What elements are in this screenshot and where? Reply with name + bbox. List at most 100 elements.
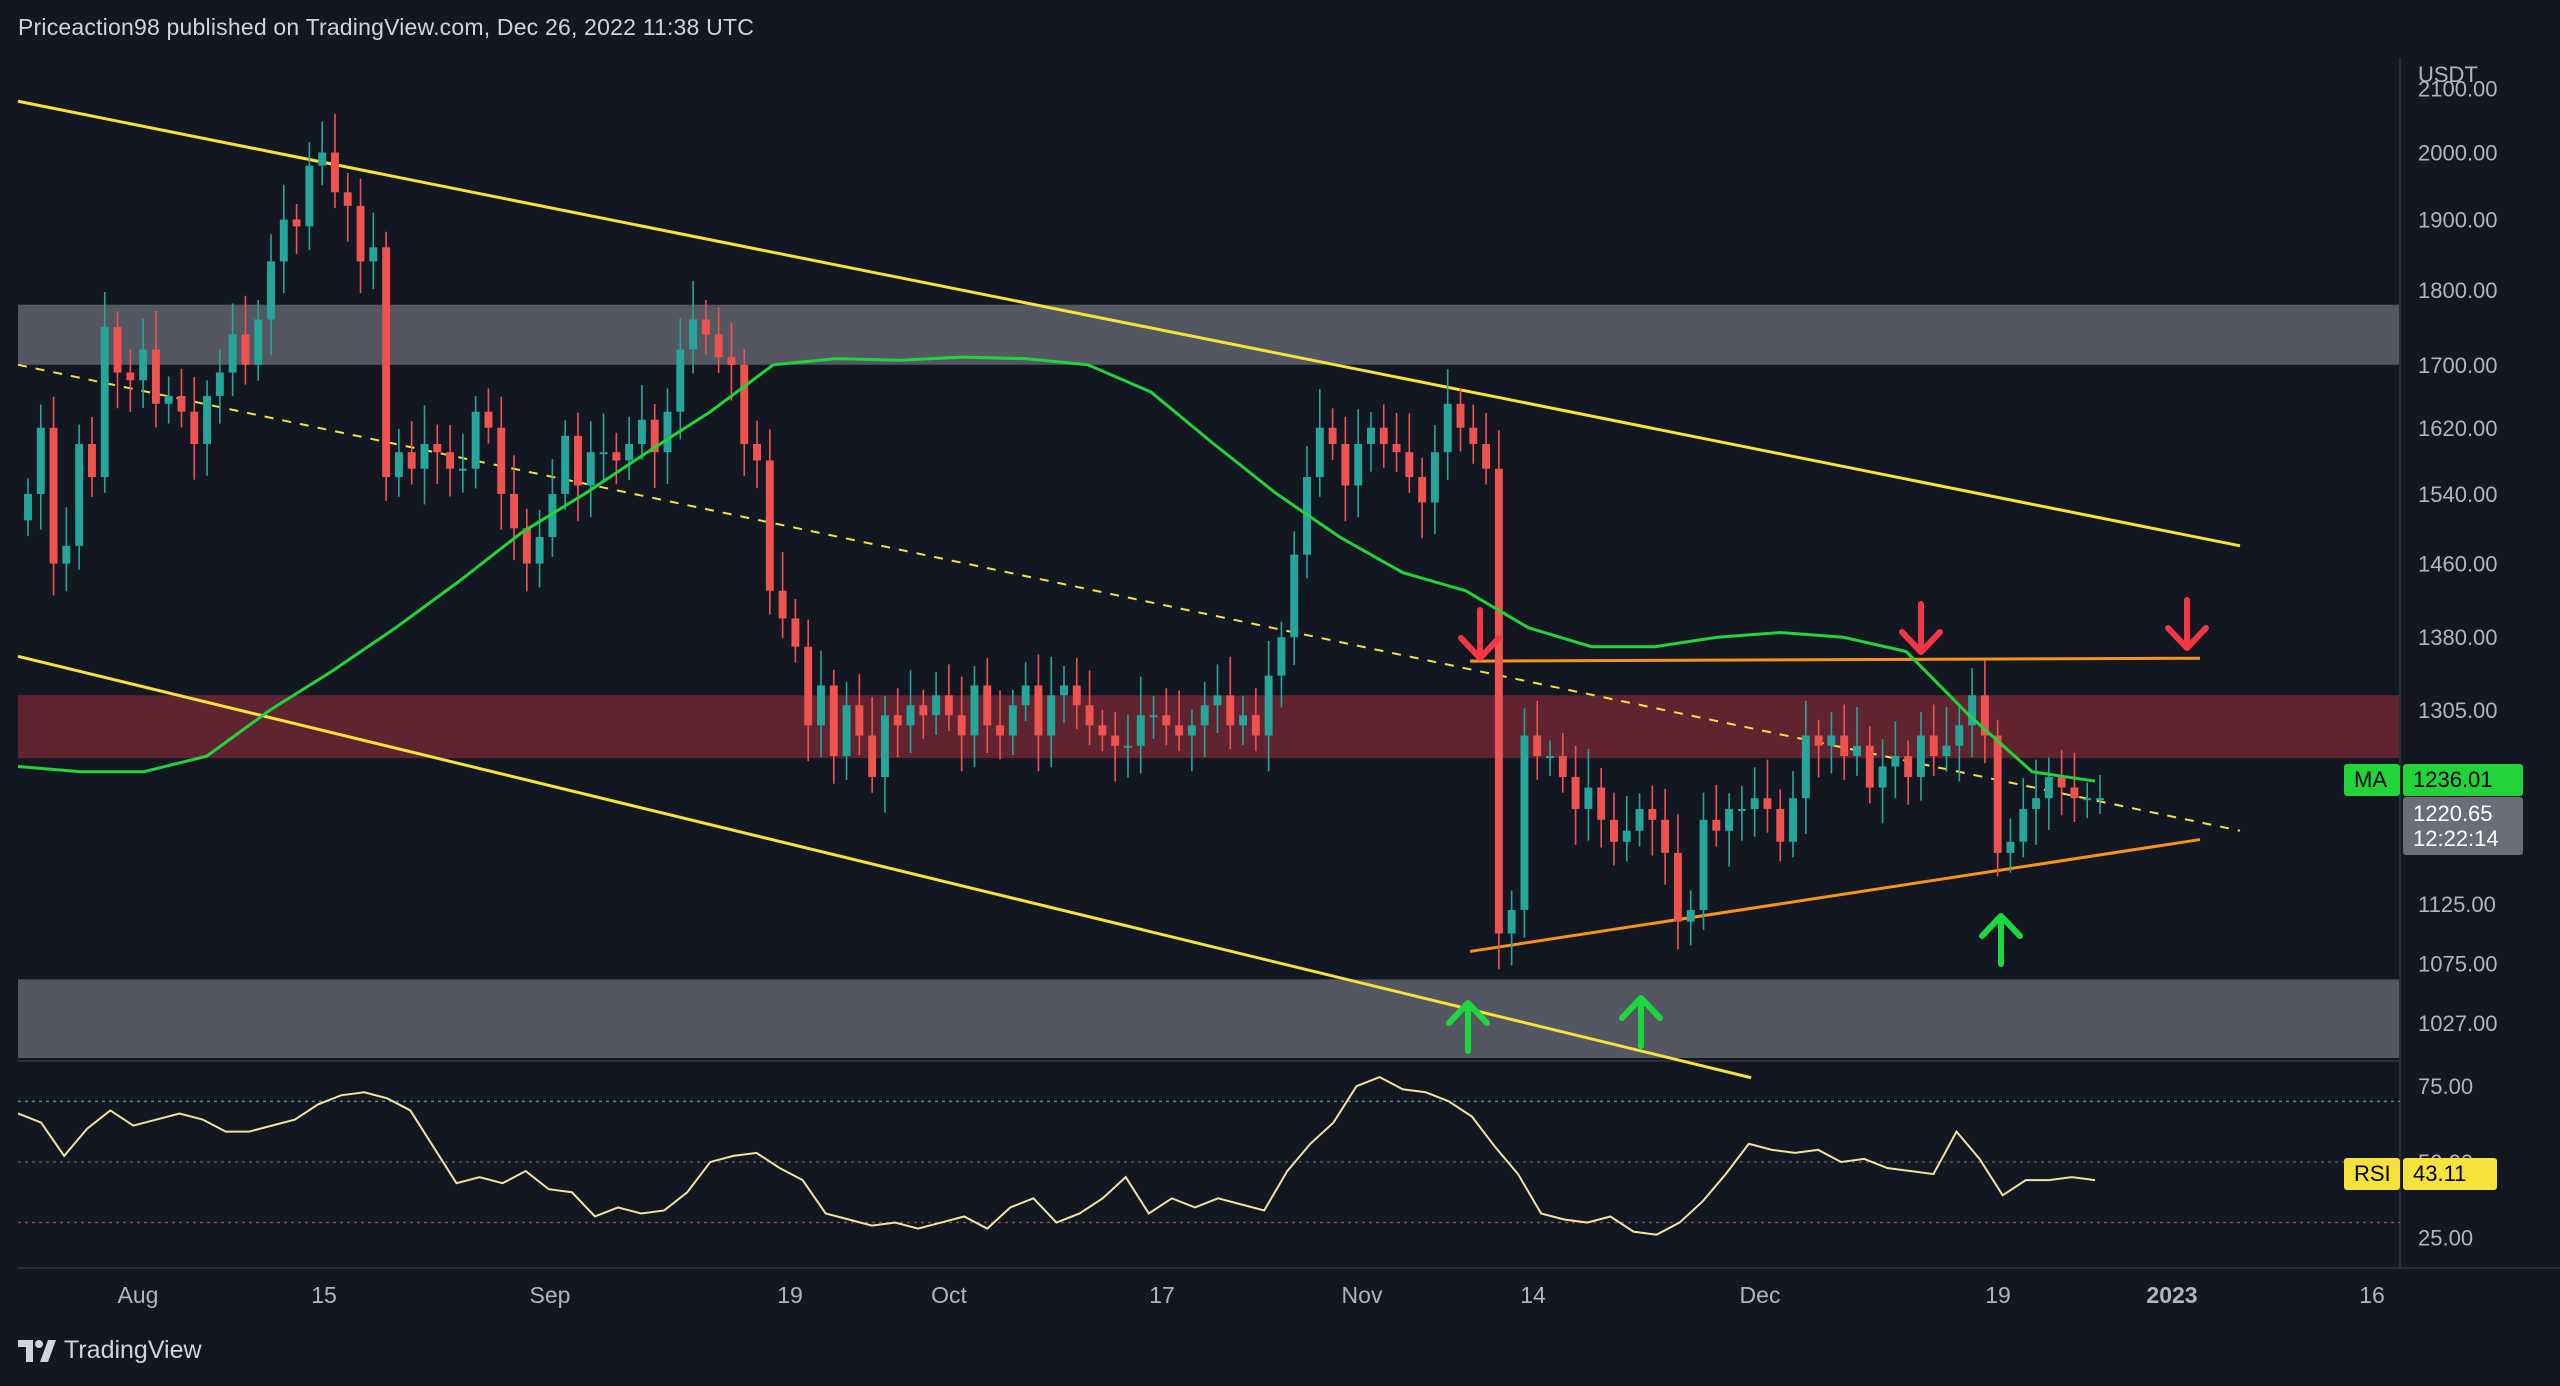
candle (177, 368, 186, 428)
candle-body (893, 715, 902, 726)
candle (2070, 752, 2079, 822)
candle-body (957, 715, 966, 736)
candle-body (612, 452, 621, 461)
candle-body (1430, 452, 1439, 503)
candle (1047, 656, 1056, 768)
candle (1661, 788, 1670, 885)
candle (2096, 774, 2104, 814)
candle (906, 670, 915, 754)
candle-body (1712, 819, 1721, 831)
buy-arrow-2 (1619, 995, 1663, 1049)
candle (1533, 700, 1542, 780)
candle (1136, 676, 1145, 774)
candle-body (1520, 735, 1529, 910)
candle (1558, 732, 1567, 793)
candle (420, 405, 429, 505)
candle (586, 421, 595, 518)
candle-body (1584, 787, 1593, 809)
candle (1456, 388, 1465, 452)
candle-body (599, 452, 608, 455)
rsi-value-tag-bg (2403, 1158, 2497, 1190)
tradingview-logo[interactable]: TradingView (18, 1336, 202, 1365)
candle-body (254, 319, 263, 365)
candle-body (2096, 798, 2104, 801)
candle (356, 178, 365, 294)
candle-body (868, 735, 877, 777)
last-price-bg (2403, 797, 2523, 855)
candle (1891, 721, 1900, 799)
candle-body (1111, 735, 1120, 746)
candle (1789, 771, 1797, 858)
candle-body (1034, 685, 1043, 736)
candle-body (1469, 427, 1478, 444)
candle-body (2032, 798, 2041, 809)
candle (1482, 413, 1491, 485)
candle (804, 619, 813, 762)
candle (254, 300, 263, 381)
candle (1111, 712, 1120, 782)
candle (1021, 662, 1030, 722)
candle-body (49, 427, 58, 564)
candle-body (765, 460, 774, 591)
candle-body (1392, 443, 1401, 453)
candle (75, 424, 84, 570)
candle-body (343, 192, 352, 206)
candle-body (1980, 695, 1989, 736)
candle (1571, 745, 1580, 845)
candle (637, 384, 646, 460)
candle-body (433, 443, 442, 453)
candle (267, 234, 275, 356)
candle-body (1648, 808, 1657, 820)
ma-value-tag-text: 1236.01 (2413, 767, 2493, 792)
candle (1712, 785, 1721, 847)
candle-body (1827, 735, 1836, 746)
price-tick-label: 1700.00 (2418, 353, 2498, 378)
candle-body (356, 205, 365, 262)
price-tick-label: 1620.00 (2418, 416, 2498, 441)
candle-body (1418, 477, 1427, 503)
candle-body (126, 372, 135, 381)
candle-body (740, 364, 749, 444)
candle (1239, 695, 1248, 746)
candle (369, 212, 378, 290)
candle-body (394, 452, 403, 478)
candle-body (1789, 798, 1797, 842)
candle-body (842, 705, 851, 757)
candle-body (1405, 452, 1414, 478)
candle-body (407, 452, 416, 469)
time-tick-label: 19 (1985, 1282, 2011, 1308)
candle (701, 300, 710, 355)
candle (740, 349, 749, 476)
candle-body (906, 705, 915, 726)
candle-body (305, 165, 314, 227)
triangle-resistance-line (1469, 656, 2201, 663)
candle-body (228, 334, 237, 373)
candle (394, 428, 403, 497)
candle-body (62, 545, 71, 564)
candle-body (561, 435, 570, 494)
time-tick-label: 19 (777, 1282, 803, 1308)
price-tick-label: 1800.00 (2418, 278, 2498, 303)
candle-body (1123, 745, 1132, 748)
candle-body (36, 427, 45, 494)
candle (1226, 656, 1235, 750)
candle (446, 425, 455, 497)
candle (1418, 457, 1427, 539)
candle-body (1673, 852, 1682, 922)
candle (1328, 408, 1337, 460)
candle (1251, 688, 1260, 752)
candle (1213, 664, 1222, 733)
candle (1955, 705, 1964, 782)
candle (1980, 660, 1989, 764)
ma-value-tag: 1236.01 (2403, 764, 2523, 796)
time-tick-label: Aug (118, 1282, 159, 1308)
candle-body (1213, 695, 1222, 706)
candle-body (1968, 695, 1977, 726)
candle (87, 416, 96, 497)
support-zone-lower (18, 979, 2400, 1058)
candle (2006, 818, 2015, 873)
candle (855, 674, 864, 756)
time-tick-label: 14 (1520, 1282, 1546, 1308)
candle (343, 172, 352, 242)
